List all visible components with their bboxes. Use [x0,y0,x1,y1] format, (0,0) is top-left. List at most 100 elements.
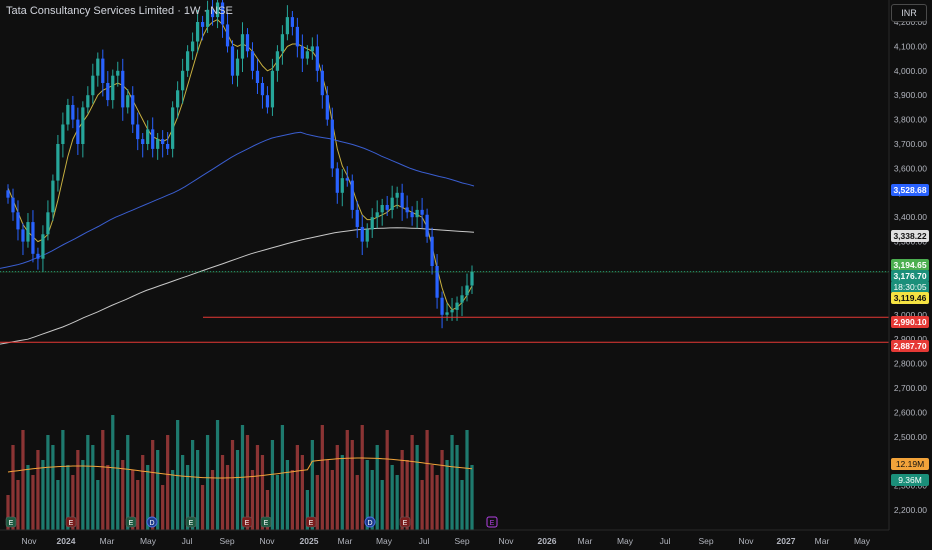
volume-bar [151,440,155,530]
future-earnings-shape [486,516,498,528]
candle [375,212,379,218]
x-tick-label: 2024 [57,536,76,546]
volume-bar [205,435,210,530]
candle [400,192,404,208]
candle [46,212,50,235]
candle [220,2,225,25]
volume-bar [285,460,290,530]
candle [410,212,414,218]
candle [345,178,349,181]
y-tick-label: 3,800.00 [894,115,927,125]
volume-bar [415,445,419,530]
volume-bar [265,490,270,530]
volume-bar [305,490,309,530]
volume-bar [116,450,120,530]
candle [131,95,135,125]
candle [250,51,255,71]
volume-bar [61,430,65,530]
dividend-marker-shape [364,516,376,528]
ma10-price-tag: 3,119.46 [891,292,929,304]
currency-button[interactable]: INR [891,4,927,22]
candle [61,124,65,144]
candle [41,234,45,259]
ma-slow-line [0,131,475,269]
earnings-icon[interactable]: E [125,516,137,528]
candle [385,205,389,210]
earnings-icon[interactable]: E [5,516,17,528]
earnings-icon[interactable]: E [305,516,317,528]
candle [176,90,180,108]
earnings-icon[interactable]: E [399,516,411,528]
candle [225,24,230,47]
future-earnings-label: E [490,520,495,527]
candle [126,95,130,108]
earnings-icon[interactable]: E [260,516,272,528]
candle [460,295,464,303]
earnings-icon[interactable]: E [241,516,253,528]
event-marker-label: E [403,520,408,527]
y-tick-label: 4,200.00 [894,17,927,27]
x-tick-label: Nov [259,536,275,546]
volume-bar [166,435,170,530]
candle [365,229,369,242]
volume-bar [390,465,394,530]
volume-bar [126,435,130,530]
y-tick-label: 2,200.00 [894,505,927,515]
candle [11,197,15,213]
dividend-icon[interactable]: D [364,516,376,528]
volume-bar [295,445,299,530]
volume-bar [66,465,70,530]
future-earnings-icon[interactable]: E [486,516,498,528]
candle [335,168,339,193]
event-marker-label: E [9,520,14,527]
volume-bar [450,435,454,530]
ma-long-line [0,227,475,345]
volume-bar [185,465,190,530]
candle [121,70,125,108]
earnings-icon[interactable]: E [185,516,197,528]
candle [16,212,20,230]
candle [320,70,324,96]
volume-bar [365,460,369,530]
candle [275,51,280,71]
candle [195,22,200,42]
volume-bar [385,430,389,530]
x-tick-label: Nov [738,536,754,546]
candle [280,34,285,52]
dividend-icon[interactable]: D [146,516,158,528]
x-tick-label: Mar [815,536,830,546]
y-tick-label: 3,400.00 [894,212,927,222]
candle [111,75,115,101]
volume-bar [250,470,255,530]
volume-bar [445,460,449,530]
volume-bar [345,430,349,530]
candle [260,83,265,96]
volume-bar [141,455,145,530]
volume-bar [96,480,100,530]
volume-bar [26,465,30,530]
candle [230,46,235,76]
volume-bar [460,480,464,530]
x-tick-label: Jul [182,536,193,546]
volume-bar [425,430,429,530]
volume-bar [121,460,125,530]
volume-bar [106,465,110,530]
candle [405,207,409,213]
candle [166,144,170,149]
volume-bar [76,450,80,530]
earnings-marker-shape [65,516,77,528]
volume-bar [320,425,324,530]
event-marker-label: E [309,520,314,527]
volume-bar [225,465,230,530]
x-tick-label: Sep [219,536,234,546]
volume-bar [176,420,180,530]
volume-bar [31,475,35,530]
earnings-icon[interactable]: E [65,516,77,528]
candle [265,95,270,108]
volume-bar [435,475,439,530]
candle [106,83,110,101]
candle [450,309,454,313]
volume-ma-tag: 12.19M [891,458,929,470]
